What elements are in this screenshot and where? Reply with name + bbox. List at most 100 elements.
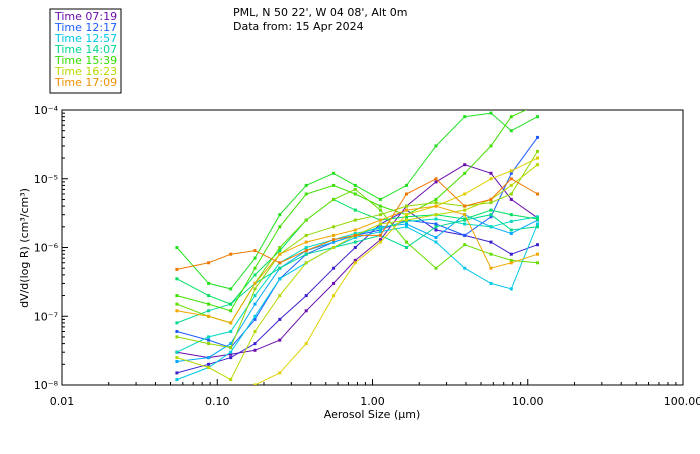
data-point	[175, 294, 179, 298]
data-point	[229, 252, 233, 256]
data-point	[207, 356, 211, 360]
series-7	[175, 213, 539, 325]
data-point	[536, 135, 539, 139]
data-point	[378, 197, 382, 201]
data-point	[463, 217, 467, 221]
data-point	[304, 249, 308, 253]
data-point	[207, 342, 211, 346]
data-point	[536, 156, 539, 160]
plot-frame	[61, 109, 684, 386]
data-point	[434, 204, 438, 208]
data-point	[253, 302, 257, 306]
data-point	[175, 277, 179, 281]
data-point	[304, 294, 308, 298]
data-point	[536, 149, 539, 153]
data-point	[332, 225, 336, 229]
data-point	[405, 208, 408, 212]
data-point	[253, 287, 257, 291]
x-tick-label: 0.01	[50, 395, 75, 408]
y-axis-label: dV/d(log R) (cm³/cm³)	[18, 188, 31, 308]
data-point	[463, 171, 467, 175]
data-point	[304, 240, 308, 244]
header-line-2: Data from: 15 Apr 2024	[233, 20, 364, 33]
data-point	[304, 246, 308, 249]
data-point	[509, 252, 513, 256]
data-point	[229, 346, 233, 350]
data-point	[353, 192, 357, 196]
data-point	[434, 236, 438, 239]
data-point	[353, 233, 357, 237]
y-axis: 10⁻⁸ 10⁻⁷ 10⁻⁶ 10⁻⁵ 10⁻⁴	[34, 104, 68, 392]
data-point	[463, 115, 467, 119]
data-point	[304, 342, 308, 346]
data-point	[332, 281, 336, 285]
legend-entry: Time 12:57	[54, 32, 117, 45]
data-point	[509, 228, 513, 232]
series-line	[176, 110, 527, 312]
data-point	[509, 177, 513, 181]
data-point	[536, 115, 539, 119]
data-point	[463, 192, 467, 196]
chart-header: PML, N 50 22', W 04 08', Alt 0m Data fro…	[233, 6, 407, 33]
data-point	[332, 171, 336, 175]
data-point	[509, 192, 513, 196]
data-point	[175, 309, 179, 313]
data-point	[509, 287, 513, 291]
data-point	[536, 252, 539, 256]
data-point	[175, 302, 179, 306]
data-point	[434, 180, 438, 184]
data-point	[463, 213, 467, 217]
data-point	[405, 222, 408, 226]
data-point	[207, 302, 211, 306]
y-tick-label: 10⁻⁵	[34, 173, 58, 186]
data-point	[332, 233, 336, 237]
data-point	[207, 338, 211, 342]
data-point	[229, 352, 233, 356]
data-point	[229, 330, 233, 333]
data-point	[536, 103, 539, 106]
data-point	[253, 330, 257, 333]
data-point	[378, 226, 382, 230]
data-point	[489, 240, 493, 244]
data-point	[405, 240, 408, 244]
data-point	[175, 335, 179, 339]
x-tick-label: 10.00	[512, 395, 544, 408]
data-point	[509, 183, 513, 187]
data-point	[278, 277, 282, 281]
data-point	[304, 309, 308, 313]
data-point	[304, 261, 308, 265]
data-point	[253, 249, 257, 253]
data-point	[175, 371, 179, 375]
data-point	[207, 281, 211, 285]
data-point	[278, 317, 282, 321]
data-point	[253, 281, 257, 285]
data-point	[378, 222, 382, 226]
data-point	[509, 219, 513, 223]
data-point	[536, 225, 539, 229]
data-point	[489, 281, 493, 285]
data-point	[278, 371, 282, 375]
data-point	[509, 115, 513, 119]
data-point	[463, 243, 467, 247]
data-point	[207, 335, 211, 339]
data-point	[175, 350, 179, 354]
data-point	[353, 183, 357, 187]
data-point	[463, 266, 467, 270]
header-line-1: PML, N 50 22', W 04 08', Alt 0m	[233, 6, 407, 19]
data-point	[405, 183, 408, 187]
data-point	[489, 144, 493, 148]
data-point	[536, 222, 539, 226]
data-point	[489, 201, 493, 205]
data-point	[536, 192, 539, 196]
data-point	[434, 240, 438, 244]
data-point	[332, 240, 336, 244]
data-point	[434, 266, 438, 270]
data-point	[353, 228, 357, 232]
data-point	[378, 230, 382, 234]
data-point	[405, 192, 408, 196]
data-point	[332, 183, 336, 187]
data-point	[278, 261, 282, 265]
data-point	[378, 213, 382, 217]
data-point	[229, 287, 233, 291]
legend-entry: Time 15:39	[54, 54, 117, 67]
